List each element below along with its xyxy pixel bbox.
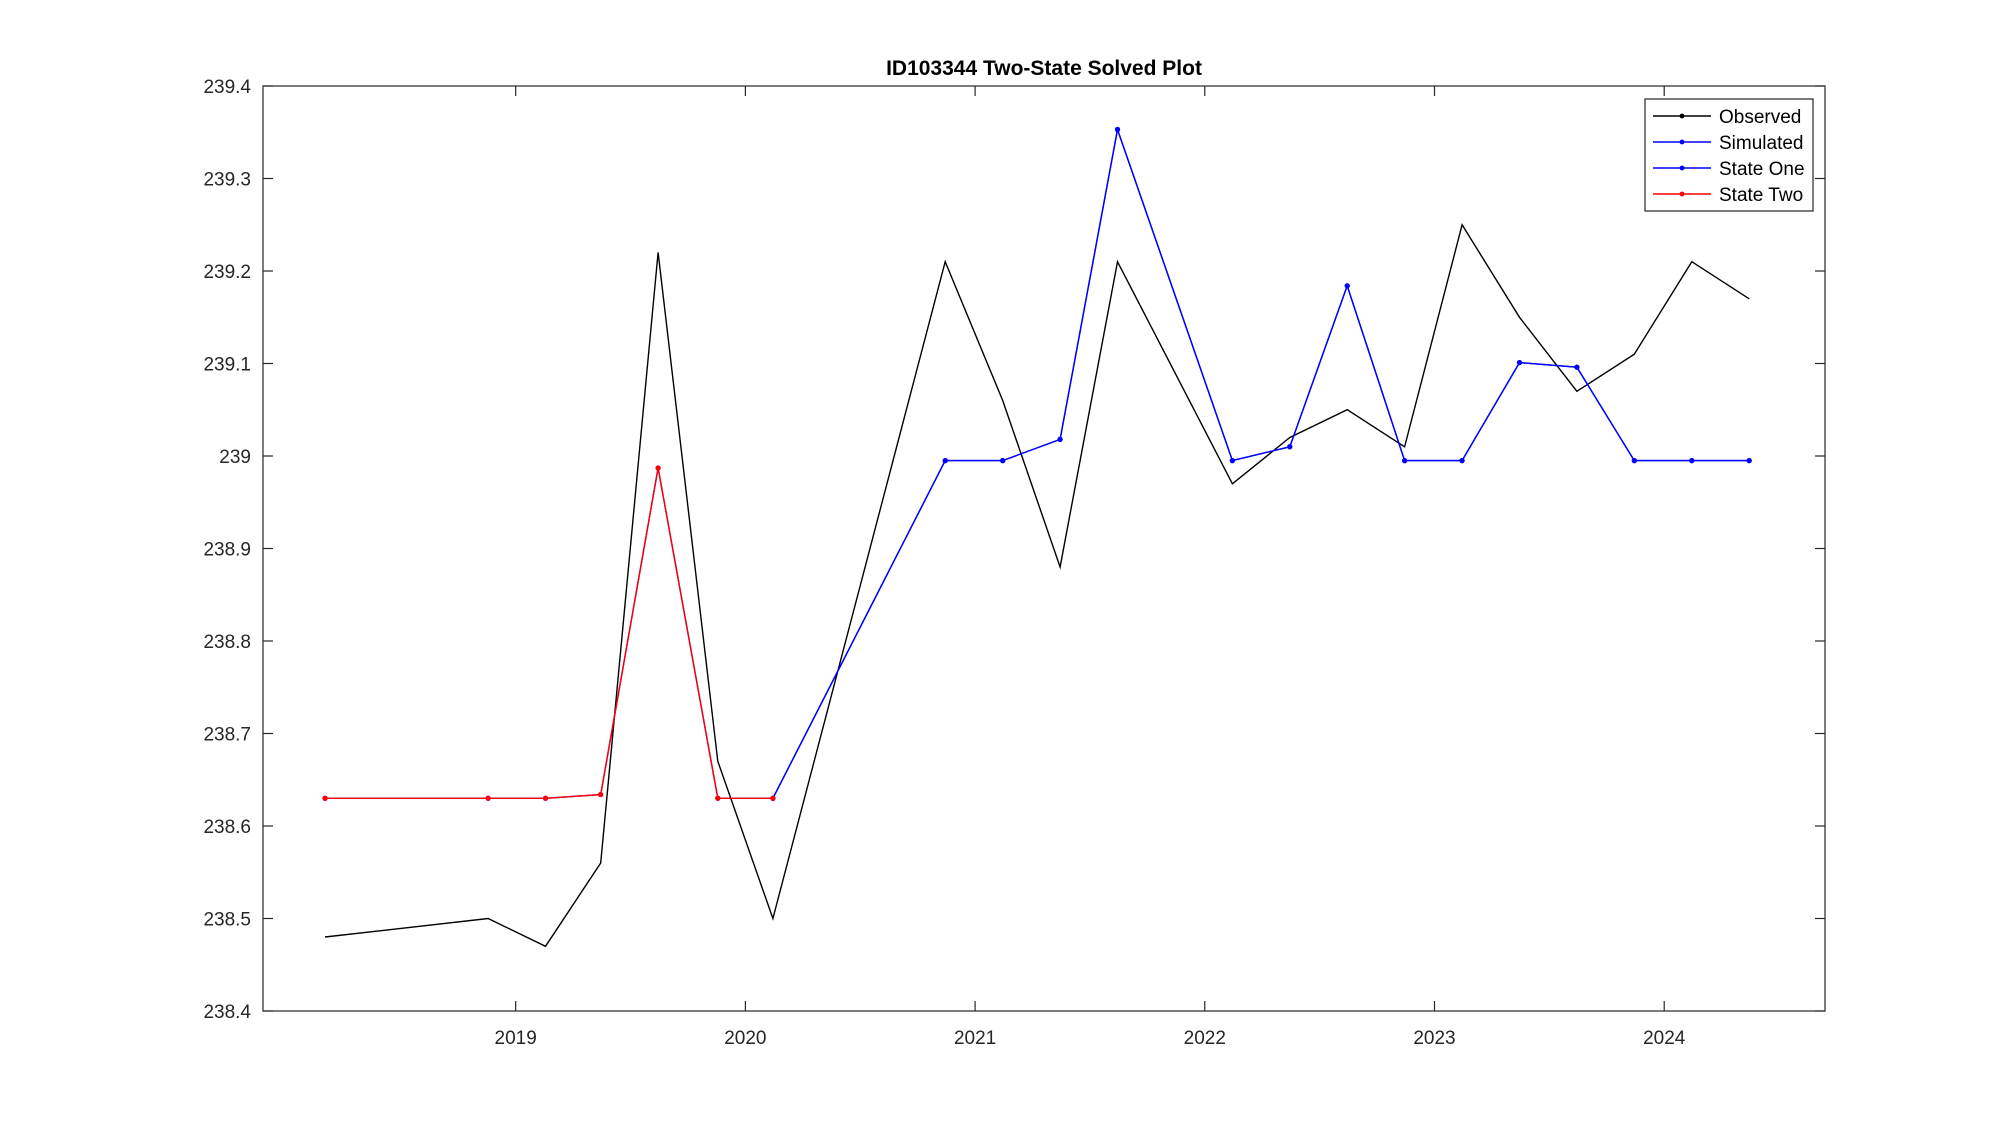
data-point	[485, 795, 491, 801]
y-tick-label: 238.8	[203, 632, 251, 653]
data-point	[1229, 458, 1235, 464]
legend-item: Observed	[1653, 107, 1801, 128]
data-point	[1746, 458, 1752, 464]
y-tick-label: 238.5	[203, 910, 251, 931]
data-point	[1114, 126, 1121, 133]
legend-marker	[1679, 139, 1685, 145]
series-observed	[324, 223, 1750, 948]
x-tick-label: 2021	[954, 1028, 996, 1049]
data-point	[322, 795, 328, 801]
data-point	[542, 795, 549, 801]
data-point	[1000, 458, 1006, 464]
plot-area	[263, 86, 1825, 1011]
y-tick-label: 238.4	[203, 1002, 251, 1023]
y-tick-label: 239	[219, 447, 251, 468]
y-tick-label: 239.3	[203, 170, 251, 191]
chart-title: ID103344 Two-State Solved Plot	[886, 57, 1202, 80]
x-tick-label: 2019	[495, 1028, 537, 1049]
y-tick-label: 239.1	[203, 355, 251, 376]
legend-label: Observed	[1719, 107, 1801, 128]
x-tick-label: 2022	[1184, 1028, 1226, 1049]
y-tick-label: 238.7	[203, 725, 251, 746]
legend-label: State Two	[1719, 185, 1803, 206]
data-point	[598, 791, 604, 798]
y-tick-label: 239.4	[203, 77, 251, 98]
legend-item: State One	[1653, 159, 1805, 180]
data-point	[1574, 364, 1580, 370]
series-layer	[322, 126, 1752, 948]
data-point	[1516, 359, 1523, 366]
legend-marker	[1679, 165, 1685, 171]
data-point	[1287, 444, 1293, 450]
y-tick-label: 238.9	[203, 540, 251, 561]
x-axis: 2019 2020 2021 2022 2023 2024	[495, 86, 1686, 1049]
legend-item: State Two	[1653, 185, 1803, 206]
data-point	[1459, 458, 1465, 464]
legend-label: Simulated	[1719, 133, 1804, 154]
x-tick-label: 2023	[1413, 1028, 1455, 1049]
data-point	[1631, 458, 1637, 464]
data-point	[770, 795, 776, 801]
y-axis: 238.4 238.5 238.6 238.7 238.8 238.9 239 239.1 23…	[203, 77, 1825, 1023]
y-tick-label: 238.6	[203, 817, 251, 838]
data-point	[1402, 458, 1408, 464]
data-point	[655, 465, 661, 471]
series-state-two	[322, 465, 776, 801]
series-line-observed	[324, 223, 1750, 948]
data-point	[1344, 283, 1350, 289]
data-point	[1689, 458, 1695, 464]
legend-marker	[1679, 113, 1685, 119]
data-point	[942, 458, 948, 464]
data-point	[715, 795, 721, 801]
legend-label: State One	[1719, 159, 1805, 180]
legend-item: Simulated	[1653, 133, 1804, 154]
legend-marker	[1679, 191, 1685, 197]
x-tick-label: 2024	[1643, 1028, 1686, 1049]
x-tick-label: 2020	[724, 1028, 766, 1049]
data-point	[1057, 436, 1063, 442]
y-tick-label: 239.2	[203, 262, 251, 283]
legend-box	[1644, 98, 1814, 212]
legend: Observed Simulated State One State Two	[1644, 98, 1814, 212]
